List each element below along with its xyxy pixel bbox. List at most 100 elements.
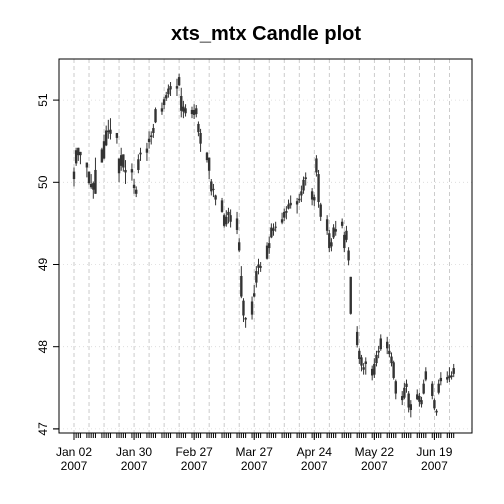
candle-body-100: [373, 363, 376, 375]
candle-body-125: [448, 375, 451, 378]
candle-body-61: [255, 271, 258, 283]
y-tick-label-3: 50: [36, 175, 50, 189]
candle-body-71: [285, 211, 288, 213]
candle-body-17: [122, 154, 125, 168]
candle-body-26: [150, 135, 153, 138]
candle-body-22: [137, 159, 140, 170]
candle-body-87: [332, 227, 335, 238]
candle-body-32: [167, 88, 170, 95]
candle-body-6: [89, 183, 93, 188]
candle-body-92: [347, 250, 350, 261]
candle-body-56: [240, 276, 243, 297]
candle-body-47: [212, 188, 215, 190]
candle-body-1: [74, 150, 78, 164]
x-tick-label-4: Apr 24: [297, 445, 333, 459]
x-tick-label-5: May 22: [355, 445, 395, 459]
candle-body-29: [160, 108, 164, 112]
y-tick-label-1: 48: [36, 340, 50, 354]
candle-body-70: [283, 211, 286, 218]
x-tick-year-5: 2007: [361, 459, 388, 473]
y-tick-label-0: 47: [36, 422, 50, 436]
x-tick-year-4: 2007: [301, 459, 328, 473]
candle-body-20: [132, 184, 136, 189]
candle-body-73: [289, 202, 292, 206]
candle-body-86: [330, 242, 333, 247]
candle-body-55: [237, 242, 241, 251]
candle-body-107: [392, 362, 395, 378]
candle-body-74: [295, 201, 299, 205]
candle-body-41: [195, 108, 198, 115]
candle-body-89: [340, 221, 344, 226]
candle-body-54: [235, 218, 239, 230]
candle-body-0: [72, 171, 76, 180]
x-tick-label-3: Mar 27: [236, 445, 274, 459]
candle-body-105: [388, 350, 391, 355]
candle-body-16: [119, 155, 123, 166]
candle-body-102: [377, 350, 380, 353]
candle-body-68: [274, 226, 277, 228]
candle-body-38: [184, 108, 187, 114]
x-tick-year-3: 2007: [241, 459, 268, 473]
candle-body-90: [343, 234, 346, 249]
candle-body-15: [117, 158, 121, 174]
candle-body-48: [214, 195, 217, 200]
candle-body-78: [304, 177, 307, 180]
candle-body-13: [109, 129, 112, 134]
candle-body-72: [287, 204, 290, 209]
candle-body-4: [85, 162, 89, 168]
candle-body-35: [177, 77, 181, 86]
candle-body-120: [433, 400, 436, 409]
candle-body-21: [135, 189, 138, 194]
candle-body-3: [79, 151, 82, 156]
candle-body-25: [147, 138, 151, 143]
candle-body-66: [270, 227, 273, 238]
candle-body-121: [435, 410, 438, 413]
x-tick-label-6: Jun 19: [416, 445, 452, 459]
candle-body-45: [207, 157, 211, 171]
candle-body-77: [302, 179, 305, 191]
candle-body-93: [349, 276, 352, 314]
candle-body-30: [162, 99, 166, 106]
candle-body-62: [257, 264, 260, 268]
candle-body-83: [319, 204, 322, 217]
candle-body-119: [431, 383, 434, 397]
candle-body-8: [94, 169, 97, 194]
candle-body-33: [169, 86, 172, 90]
candle-body-69: [280, 219, 284, 223]
candle-body-127: [452, 368, 455, 374]
candle-body-95: [358, 350, 361, 360]
candle-body-12: [107, 130, 110, 133]
candle-body-36: [180, 95, 183, 111]
candle-body-114: [416, 394, 419, 400]
candle-body-76: [300, 191, 303, 196]
candle-body-123: [439, 377, 443, 382]
candle-body-67: [272, 228, 275, 231]
candle-body-96: [360, 357, 363, 366]
candle-body-75: [298, 198, 301, 201]
candle-body-42: [197, 123, 200, 133]
candle-body-97: [362, 367, 365, 370]
candle-body-28: [154, 109, 157, 123]
chart-title: xts_mtx Candle plot: [171, 23, 361, 45]
candle-body-14: [115, 132, 119, 138]
candle-body-103: [379, 338, 382, 350]
candle-body-101: [375, 354, 378, 364]
candle-body-51: [225, 216, 228, 225]
candle-body-116: [420, 400, 423, 405]
candle-body-53: [229, 215, 232, 222]
candle-body-7: [92, 183, 95, 190]
candle-body-5: [87, 171, 91, 184]
candle-body-122: [437, 383, 440, 393]
candle-body-113: [409, 404, 413, 410]
y-tick-label-2: 49: [36, 258, 50, 272]
candle-body-49: [220, 200, 224, 212]
candle-body-82: [317, 174, 320, 203]
candle-body-57: [242, 300, 245, 316]
candle-body-24: [145, 148, 149, 153]
x-tick-label-0: Jan 02: [56, 445, 92, 459]
x-tick-label-1: Jan 30: [116, 445, 152, 459]
candle-body-23: [139, 152, 142, 155]
candle-body-31: [165, 95, 168, 99]
